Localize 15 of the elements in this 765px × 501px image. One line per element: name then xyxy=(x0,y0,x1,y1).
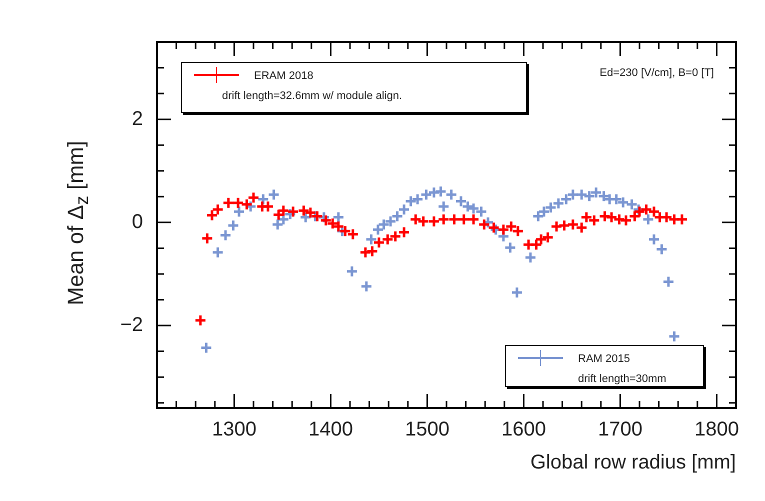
x-tick-label: 1400 xyxy=(308,418,353,441)
annotation: Ed=230 [V/cm], B=0 [T] xyxy=(600,67,714,80)
y-tick-label: 0 xyxy=(132,210,143,233)
y-tick-label: 2 xyxy=(132,108,143,130)
legend-label: ERAM 2018 xyxy=(254,69,314,84)
x-tick-label: 1300 xyxy=(212,418,256,441)
x-tick-label: 1700 xyxy=(598,418,642,441)
annotation: drift length=32.6mm w/ module align. xyxy=(222,90,402,102)
y-tick-label: −2 xyxy=(120,314,143,336)
legend-label: RAM 2015 xyxy=(578,352,630,367)
annotation: drift length=30mm xyxy=(578,373,666,385)
x-tick-label: 1800 xyxy=(694,418,739,441)
x-tick-label: 1600 xyxy=(501,418,546,441)
x-tick-label: 1500 xyxy=(404,418,450,441)
x-axis-title: Global row radius [mm] xyxy=(530,452,736,474)
